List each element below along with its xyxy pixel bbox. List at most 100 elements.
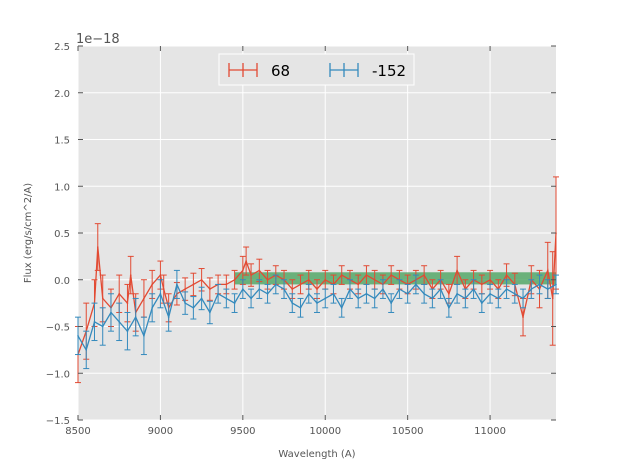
- data-point: [439, 288, 442, 290]
- ticks-layer: 8500 9000 9500 10000 10500 11000 −1.5 −1.0 −0.5 0…: [46, 42, 556, 437]
- data-point: [316, 288, 318, 290]
- data-point: [448, 292, 450, 295]
- data-point: [373, 297, 376, 300]
- data-point: [225, 297, 228, 300]
- legend-item-0: 68: [228, 62, 290, 80]
- data-point: [551, 297, 554, 300]
- data-point: [505, 274, 508, 276]
- data-point: [192, 283, 195, 286]
- data-point: [192, 307, 195, 309]
- data-point: [118, 292, 121, 295]
- y-tick-label: −1.5: [46, 416, 70, 427]
- legend-label: 68: [271, 62, 290, 80]
- data-point: [258, 288, 261, 290]
- data-point: [266, 292, 269, 295]
- data-point: [406, 292, 409, 295]
- x-tick-label: 9000: [148, 426, 173, 437]
- x-tick-label: 11000: [474, 426, 506, 437]
- data-point: [349, 288, 351, 290]
- data-point: [225, 283, 228, 286]
- data-point: [118, 321, 121, 323]
- data-point: [489, 278, 491, 281]
- data-point: [398, 288, 401, 290]
- data-point: [96, 246, 99, 248]
- data-point: [291, 302, 294, 304]
- x-tick-label: 8500: [65, 426, 90, 437]
- data-point: [464, 297, 467, 300]
- legend: 68 -152: [218, 53, 415, 86]
- y-offset-label: 1e−18: [76, 32, 120, 47]
- data-point: [129, 274, 132, 276]
- legend-label: -152: [372, 62, 406, 80]
- data-point: [176, 283, 178, 286]
- y-axis-label: Flux (erg/s/cm^2/A): [23, 183, 34, 283]
- data-point: [365, 274, 368, 276]
- data-point: [373, 278, 376, 281]
- data-point: [143, 297, 145, 300]
- data-point: [250, 297, 252, 300]
- data-point: [324, 278, 327, 281]
- data-point: [162, 288, 165, 290]
- data-point: [497, 297, 500, 300]
- y-tick-label: −0.5: [46, 323, 70, 334]
- data-point: [184, 288, 186, 290]
- data-point: [390, 302, 392, 304]
- data-point: [233, 278, 236, 281]
- data-point: [274, 283, 277, 286]
- data-point: [456, 292, 458, 295]
- series-1: [75, 269, 559, 370]
- y-tick-label: 2.0: [54, 89, 70, 100]
- data-point: [472, 288, 475, 290]
- data-point: [242, 288, 244, 290]
- data-point: [242, 269, 244, 272]
- data-point: [299, 307, 302, 309]
- data-point: [151, 307, 153, 309]
- data-point: [513, 292, 516, 295]
- data-point: [85, 349, 88, 351]
- y-tick-label: 1.0: [54, 182, 70, 193]
- data-point: [209, 288, 211, 290]
- data-point: [209, 311, 211, 314]
- data-point: [423, 274, 425, 276]
- data-point: [233, 302, 236, 304]
- data-point: [151, 283, 153, 286]
- x-tick-label: 10000: [309, 426, 341, 437]
- y-tick-label: 2.5: [54, 42, 70, 53]
- data-point: [357, 297, 360, 300]
- data-point: [340, 274, 343, 276]
- band-layer: [234, 272, 556, 285]
- x-tick-label: 10500: [392, 426, 424, 437]
- data-point: [431, 297, 434, 300]
- legend-item-1: -152: [329, 62, 406, 80]
- y-tick-label: 1.5: [54, 136, 70, 147]
- series-line: [77, 232, 557, 355]
- x-tick-label: 9500: [230, 426, 255, 437]
- data-point: [415, 283, 417, 286]
- data-point: [283, 288, 285, 290]
- data-point: [530, 288, 533, 290]
- data-point: [522, 316, 524, 318]
- y-tick-label: 0.0: [54, 276, 70, 287]
- data-point: [143, 335, 145, 337]
- series-layer: [75, 176, 559, 384]
- data-point: [77, 335, 79, 337]
- data-point: [307, 278, 310, 281]
- data-point: [522, 297, 524, 300]
- data-point: [126, 302, 129, 304]
- data-point: [365, 292, 368, 295]
- data-point: [126, 330, 129, 332]
- data-point: [546, 288, 549, 290]
- data-point: [101, 297, 104, 300]
- data-point: [110, 311, 112, 314]
- data-point: [184, 302, 186, 304]
- data-point: [324, 297, 327, 300]
- data-point: [250, 274, 252, 276]
- x-axis-label: Wavelength (A): [278, 449, 355, 460]
- data-point: [200, 278, 203, 281]
- data-point: [538, 283, 541, 286]
- data-point: [382, 288, 384, 290]
- data-point: [555, 283, 557, 286]
- data-point: [258, 269, 261, 272]
- data-point: [134, 316, 137, 318]
- data-point: [200, 297, 203, 300]
